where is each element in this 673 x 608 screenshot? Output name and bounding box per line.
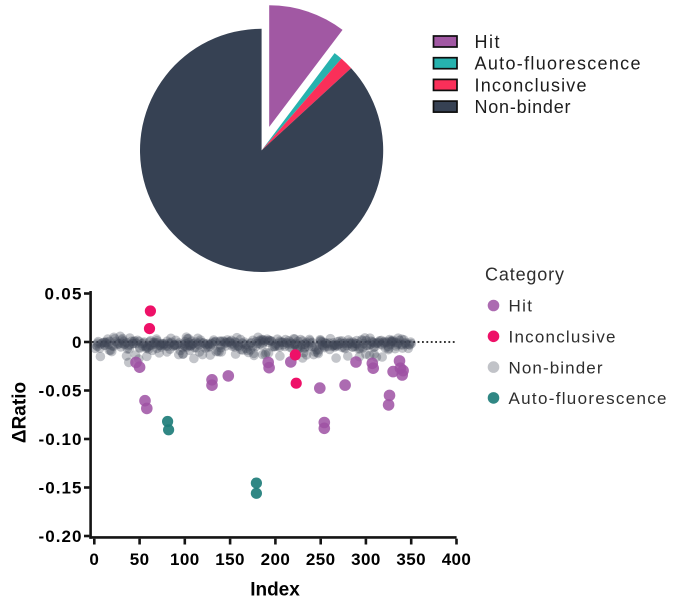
svg-text:0: 0 <box>72 333 81 352</box>
svg-text:ΔRatio: ΔRatio <box>10 382 31 443</box>
svg-text:Hit: Hit <box>475 32 500 52</box>
svg-text:Auto-fluorescence: Auto-fluorescence <box>509 389 667 408</box>
svg-text:350: 350 <box>396 550 426 569</box>
svg-text:-0.20: -0.20 <box>39 527 82 546</box>
svg-text:0.05: 0.05 <box>45 285 82 304</box>
svg-text:Inconclusive: Inconclusive <box>475 75 587 95</box>
svg-text:400: 400 <box>442 550 472 569</box>
svg-text:Auto-fluorescence: Auto-fluorescence <box>475 54 641 74</box>
svg-text:-0.05: -0.05 <box>39 382 82 401</box>
svg-text:Non-binder: Non-binder <box>509 358 603 377</box>
svg-text:300: 300 <box>351 550 381 569</box>
svg-text:Inconclusive: Inconclusive <box>509 328 616 347</box>
svg-text:Index: Index <box>250 580 300 601</box>
svg-text:-0.15: -0.15 <box>39 479 82 498</box>
svg-text:200: 200 <box>261 550 291 569</box>
svg-text:50: 50 <box>130 550 150 569</box>
svg-text:Category: Category <box>485 265 564 285</box>
svg-text:250: 250 <box>306 550 336 569</box>
svg-text:0: 0 <box>89 550 99 569</box>
svg-text:-0.10: -0.10 <box>39 430 82 449</box>
svg-text:Hit: Hit <box>509 297 533 316</box>
svg-text:150: 150 <box>215 550 245 569</box>
svg-text:Non-binder: Non-binder <box>475 97 571 117</box>
svg-text:100: 100 <box>170 550 200 569</box>
